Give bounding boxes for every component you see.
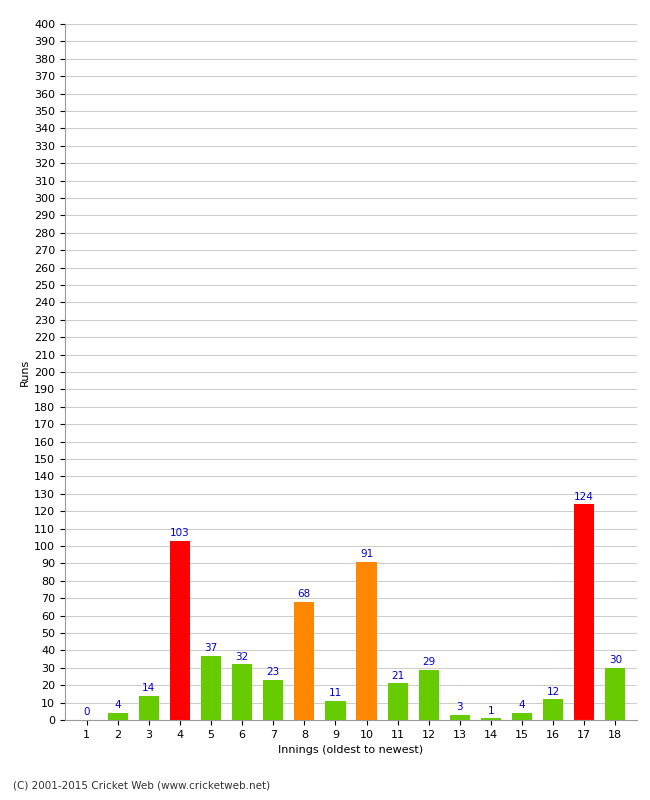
Bar <box>139 696 159 720</box>
Bar <box>605 668 625 720</box>
Text: 21: 21 <box>391 671 404 681</box>
Bar <box>450 714 470 720</box>
Bar <box>574 504 594 720</box>
Text: 4: 4 <box>114 701 121 710</box>
Text: 91: 91 <box>360 549 373 559</box>
Text: 30: 30 <box>608 655 622 665</box>
Bar <box>201 656 221 720</box>
Text: 1: 1 <box>488 706 494 716</box>
Bar <box>419 670 439 720</box>
Bar <box>356 562 376 720</box>
Bar <box>512 713 532 720</box>
Bar <box>170 541 190 720</box>
Bar <box>326 701 346 720</box>
Text: 0: 0 <box>83 707 90 718</box>
Text: 29: 29 <box>422 657 436 667</box>
Bar <box>543 699 563 720</box>
Bar <box>232 664 252 720</box>
Bar <box>108 713 128 720</box>
Y-axis label: Runs: Runs <box>20 358 30 386</box>
Text: 103: 103 <box>170 528 190 538</box>
Text: 124: 124 <box>574 492 594 502</box>
Text: 68: 68 <box>298 589 311 599</box>
Bar <box>294 602 315 720</box>
Text: 11: 11 <box>329 688 342 698</box>
Text: 14: 14 <box>142 683 155 693</box>
Text: 23: 23 <box>266 667 280 678</box>
X-axis label: Innings (oldest to newest): Innings (oldest to newest) <box>278 746 424 755</box>
Bar <box>387 683 408 720</box>
Bar <box>481 718 501 720</box>
Text: 12: 12 <box>547 686 560 697</box>
Text: 32: 32 <box>235 652 249 662</box>
Text: 4: 4 <box>519 701 525 710</box>
Text: 37: 37 <box>205 643 218 653</box>
Text: 3: 3 <box>456 702 463 712</box>
Bar <box>263 680 283 720</box>
Text: (C) 2001-2015 Cricket Web (www.cricketweb.net): (C) 2001-2015 Cricket Web (www.cricketwe… <box>13 780 270 790</box>
